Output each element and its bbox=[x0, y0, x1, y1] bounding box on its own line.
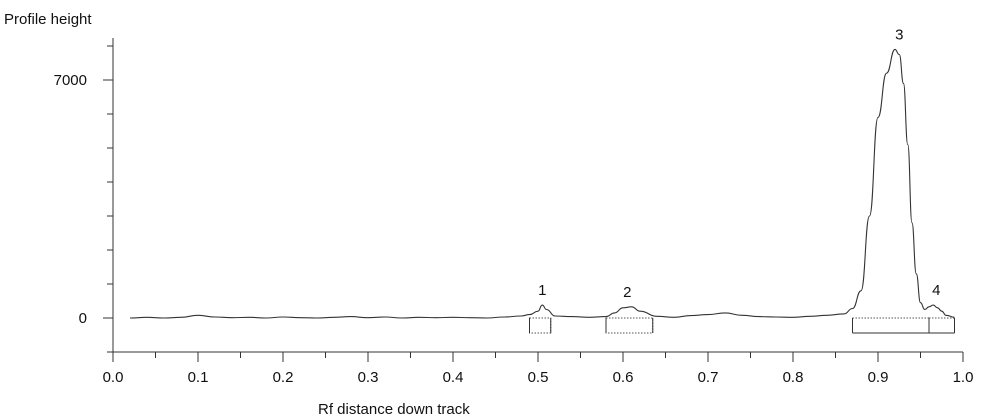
peak-labels: 1 2 3 4 bbox=[538, 26, 940, 300]
integration-range bbox=[529, 317, 552, 334]
y-tick-label: 0 bbox=[79, 310, 87, 327]
peak-label: 4 bbox=[932, 282, 940, 299]
x-tick-label: 0.4 bbox=[443, 369, 464, 386]
x-tick-label: 0.6 bbox=[613, 369, 634, 386]
x-tick-label: 1.0 bbox=[953, 369, 974, 386]
profile-line bbox=[129, 48, 955, 319]
profile-curve-group bbox=[129, 48, 955, 319]
x-axis-label: Rf distance down track bbox=[318, 401, 470, 418]
x-tick-label: 0.9 bbox=[868, 369, 889, 386]
x-tick-label: 0.8 bbox=[783, 369, 804, 386]
axes bbox=[112, 38, 963, 353]
peak-label: 1 bbox=[538, 282, 546, 299]
peak-label: 3 bbox=[895, 26, 903, 43]
y-tick-label: 7000 bbox=[54, 72, 87, 89]
tick-group: 0.0 0.1 0.2 0.3 0.4 0.5 0.6 0.7 0.8 0.9 1.0 0 7000 bbox=[54, 45, 974, 386]
y-axis-label: Profile height bbox=[4, 11, 92, 28]
integration-range bbox=[605, 317, 654, 334]
x-tick-label: 0.2 bbox=[273, 369, 294, 386]
x-tick-label: 0.1 bbox=[188, 369, 209, 386]
peak-label: 2 bbox=[623, 284, 631, 301]
x-tick-label: 0.0 bbox=[103, 369, 124, 386]
integration-range bbox=[928, 317, 955, 334]
x-tick-label: 0.7 bbox=[698, 369, 719, 386]
x-tick-label: 0.5 bbox=[528, 369, 549, 386]
x-tick-label: 0.3 bbox=[358, 369, 379, 386]
integration-ranges bbox=[529, 317, 955, 334]
integration-range bbox=[852, 317, 930, 334]
